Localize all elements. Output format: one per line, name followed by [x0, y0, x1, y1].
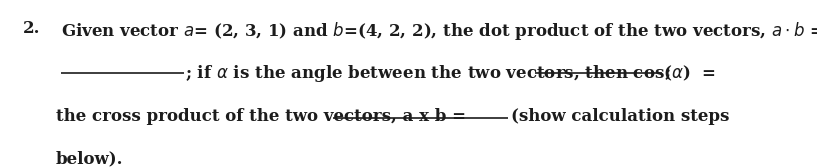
Text: 2.: 2.	[23, 20, 40, 37]
Text: ;: ;	[664, 63, 670, 80]
Text: the cross product of the two vectors, a x b =: the cross product of the two vectors, a …	[56, 108, 466, 125]
Text: (show calculation steps: (show calculation steps	[511, 108, 729, 125]
Text: Given vector $\mathit{a}$= (2, 3, 1) and $\mathit{b}$=(4, 2, 2), the dot product: Given vector $\mathit{a}$= (2, 3, 1) and…	[61, 20, 817, 42]
Text: ; if $\alpha$ is the angle between the two vectors, then cos($\alpha$)  =: ; if $\alpha$ is the angle between the t…	[185, 63, 717, 85]
Text: below).: below).	[56, 150, 123, 167]
